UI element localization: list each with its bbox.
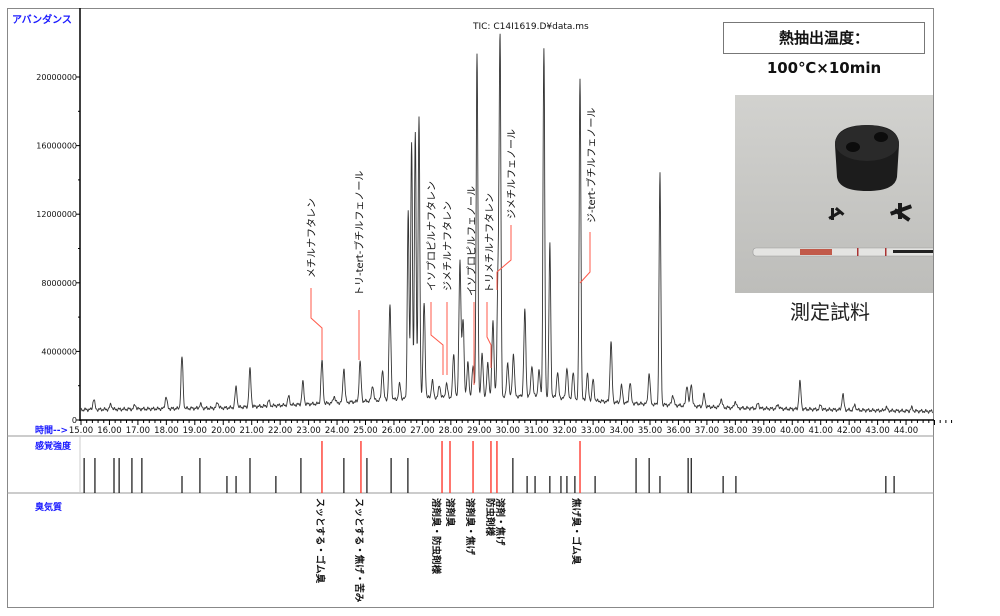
- compound-label: イソプロピルフェノール: [466, 186, 478, 296]
- x-axis-label: 時間-->: [35, 424, 68, 436]
- x-tick-label: 32.00: [552, 426, 576, 436]
- odor-quality-label: 焦げ臭・ゴム臭: [570, 497, 582, 565]
- x-tick-label: 29.00: [467, 426, 491, 436]
- compound-label: イソプロピルナフタレン: [426, 181, 438, 291]
- annotation-leader-line: [579, 232, 591, 284]
- annotation-leader-line: [486, 302, 492, 368]
- y-tick-label: 20000000: [36, 73, 77, 82]
- x-tick-label: 43.00: [865, 426, 889, 436]
- y-tick-label: 4000000: [41, 347, 77, 356]
- compound-label: メチルナフタレン: [306, 198, 318, 278]
- odor-quality-label: スッとする・ゴム臭: [314, 498, 326, 584]
- y-tick-label: 0: [72, 416, 77, 425]
- x-tick-label: 18.00: [154, 426, 178, 436]
- x-tick-label: 39.00: [752, 426, 776, 436]
- x-tick-label: 34.00: [609, 426, 633, 436]
- annotation-leader-line: [496, 225, 512, 290]
- compound-label: トリ-tert-ブチルフェノール: [353, 171, 366, 296]
- x-tick-label: 41.00: [809, 426, 833, 436]
- x-tick-label: 33.00: [581, 426, 605, 436]
- sensory-section-label: 感覚強度: [35, 440, 72, 452]
- x-tick-label: 20.00: [211, 426, 235, 436]
- x-tick-label: 24.00: [325, 426, 349, 436]
- x-tick-label: 16.00: [97, 426, 121, 436]
- y-tick-label: 8000000: [41, 279, 77, 288]
- odor-quality-label: 溶剤・焦げ: [494, 498, 506, 546]
- x-tick-label: 19.00: [183, 426, 207, 436]
- annotation-leader-line: [430, 302, 444, 375]
- y-tick-label: 12000000: [36, 210, 77, 219]
- x-tick-label: 15.00: [69, 426, 93, 436]
- x-tick-label: 30.00: [496, 426, 520, 436]
- sample-caption: 測定試料: [790, 300, 870, 324]
- x-tick-label: 28.00: [439, 426, 463, 436]
- odor-quality-label: 溶剤臭・焦げ: [464, 498, 476, 556]
- odor-quality-label: 防虫剤様: [484, 498, 496, 537]
- x-tick-label: 35.00: [638, 426, 662, 436]
- odor-quality-label: 溶剤臭: [444, 498, 456, 527]
- x-tick-label: 21.00: [240, 426, 264, 436]
- x-tick-label: 42.00: [837, 426, 861, 436]
- sample-photo: [735, 95, 933, 293]
- x-tick-label: 36.00: [666, 426, 690, 436]
- compound-label: ジメチルフェノール: [506, 129, 518, 219]
- y-tick-label: 16000000: [36, 142, 77, 151]
- annotation-leader-line: [310, 288, 323, 360]
- odor-quality-label: 溶剤臭・防虫剤様: [430, 498, 442, 575]
- x-tick-label: 31.00: [524, 426, 548, 436]
- tic-trace: [80, 33, 933, 414]
- x-tick-label: 26.00: [382, 426, 406, 436]
- compound-label: ジ-tert-ブチルフェノール: [585, 108, 598, 223]
- compound-label: ジメチルナフタレン: [442, 201, 454, 291]
- compound-label: トリメチルナフタレン: [484, 193, 496, 293]
- x-tick-label: 17.00: [126, 426, 150, 436]
- x-tick-label: 27.00: [410, 426, 434, 436]
- x-tick-label: 25.00: [353, 426, 377, 436]
- x-tick-label: 37.00: [695, 426, 719, 436]
- x-tick-label: 40.00: [780, 426, 804, 436]
- odor-quality-label: スッとする・焦げ・苦み: [353, 498, 365, 603]
- y-axis-label: アバンダンス: [12, 13, 72, 26]
- outer-frame: [7, 8, 934, 608]
- x-tick-label: 44.00: [894, 426, 918, 436]
- x-tick-label: 22.00: [268, 426, 292, 436]
- odor-section-label: 臭気質: [35, 501, 62, 513]
- extraction-condition-label: 熱抽出温度：100℃×10min: [723, 22, 925, 77]
- chart-title: TIC: C14I1619.D¥data.ms: [472, 22, 589, 32]
- x-tick-label: 23.00: [296, 426, 320, 436]
- x-tick-label: 38.00: [723, 426, 747, 436]
